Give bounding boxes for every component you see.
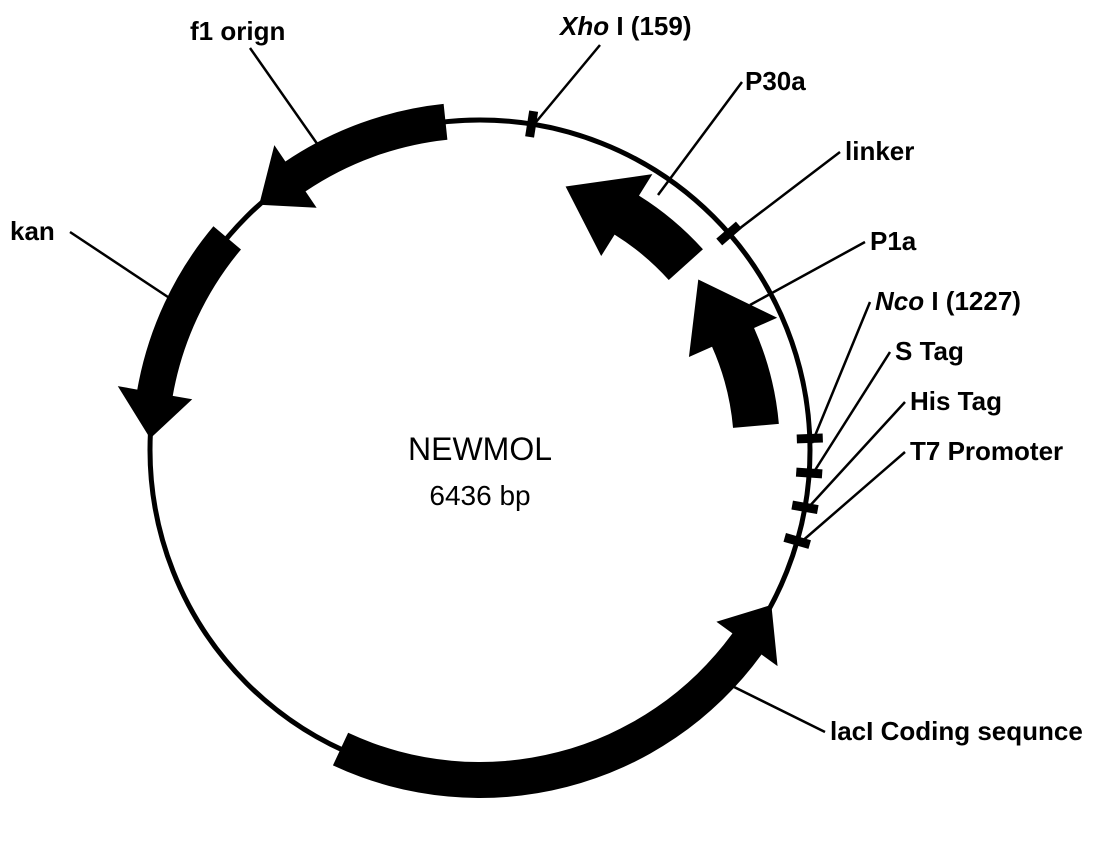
p30a-leader-line	[658, 82, 742, 195]
p30a-label: P30a	[745, 66, 806, 96]
plasmid-name: NEWMOL	[408, 431, 552, 467]
stag-tick	[796, 472, 822, 474]
nco1-leader-line	[812, 302, 870, 443]
plasmid-map: Xho I (159) P30a linker P1a Nco I (1227) S Ta…	[0, 0, 1107, 865]
histag-label: His Tag	[910, 386, 1002, 416]
f1-feature-arrow	[259, 104, 447, 208]
stag-label: S Tag	[895, 336, 964, 366]
laci-feature-arrow	[333, 605, 778, 798]
nco1-label: Nco I (1227)	[875, 286, 1021, 316]
p1a-label: P1a	[870, 226, 917, 256]
kan-feature-arrow	[118, 226, 241, 438]
p1a-feature-arrow	[689, 279, 779, 427]
kan-label: kan	[10, 216, 55, 246]
plasmid-size: 6436 bp	[429, 480, 530, 511]
laci-label: lacI Coding sequnce	[830, 716, 1083, 746]
linker-leader-line	[731, 152, 840, 235]
xho1-tick	[530, 111, 534, 137]
xho1-leader-line	[536, 45, 600, 122]
p1a-leader-line	[750, 242, 865, 305]
t7-leader-line	[800, 452, 905, 543]
histag-tick	[792, 505, 818, 510]
f1-label: f1 orign	[190, 16, 285, 46]
laci-leader-line	[720, 680, 825, 732]
xho1-label: Xho I (159)	[558, 11, 691, 41]
nco1-tick	[797, 438, 823, 439]
kan-leader-line	[70, 232, 180, 305]
t7-label: T7 Promoter	[910, 436, 1063, 466]
linker-label: linker	[845, 136, 914, 166]
f1-leader-line	[250, 48, 325, 155]
